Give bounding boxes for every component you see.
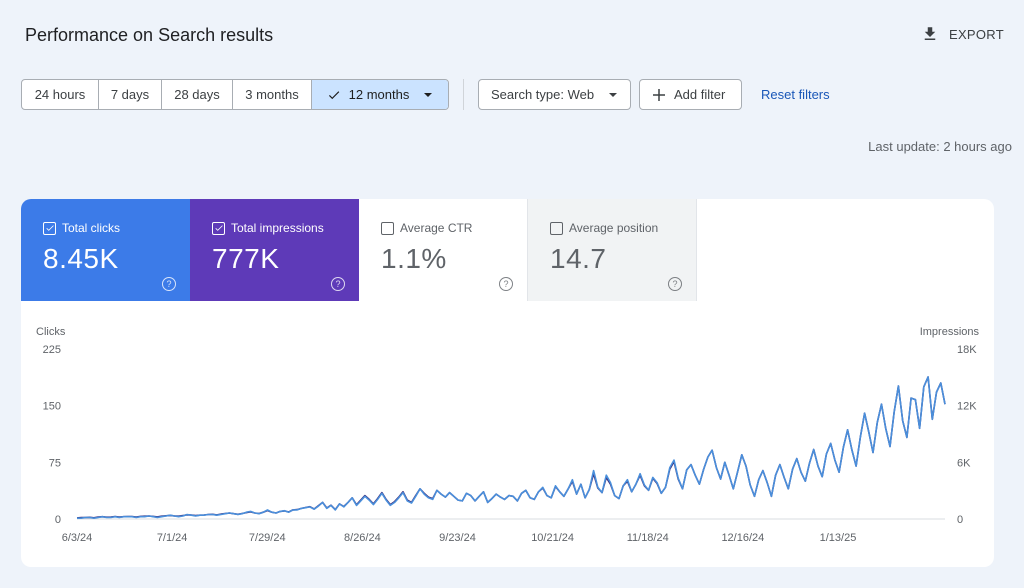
range-24-hours[interactable]: 24 hours	[22, 80, 99, 109]
checkbox-unchecked-icon[interactable]	[550, 221, 563, 235]
search-type-dropdown[interactable]: Search type: Web	[478, 79, 631, 110]
metric-label: Average position	[569, 221, 659, 235]
range-7-days[interactable]: 7 days	[99, 80, 162, 109]
help-icon[interactable]: ?	[331, 277, 345, 291]
metric-label: Average CTR	[400, 221, 473, 235]
metric-label: Total clicks	[62, 221, 121, 235]
impressions-series-line	[76, 376, 946, 519]
range-3-months[interactable]: 3 months	[233, 80, 312, 109]
dropdown-arrow-icon	[609, 92, 617, 97]
checkbox-checked-icon[interactable]	[212, 221, 225, 235]
x-tick-label: 8/26/24	[344, 532, 381, 544]
left-tick-label: 75	[49, 457, 61, 469]
range-12-months[interactable]: 12 months	[312, 80, 448, 109]
x-tick-label: 12/16/24	[721, 532, 764, 544]
metric-value: 1.1%	[381, 243, 447, 274]
toolbar-divider	[463, 79, 464, 110]
metric-total-impressions[interactable]: Total impressions 777K ?	[190, 199, 359, 301]
add-filter-button[interactable]: Add filter	[639, 79, 742, 110]
export-button[interactable]: EXPORT	[921, 25, 1004, 43]
x-tick-label: 7/1/24	[157, 532, 188, 544]
x-tick-label: 9/23/24	[439, 532, 476, 544]
help-icon[interactable]: ?	[668, 277, 682, 291]
metric-total-clicks[interactable]: Total clicks 8.45K ?	[21, 199, 190, 301]
download-icon	[924, 27, 936, 40]
help-icon[interactable]: ?	[499, 277, 513, 291]
metric-cards: Total clicks 8.45K ? Total impressions 7…	[21, 199, 994, 301]
add-filter-label: Add filter	[674, 87, 726, 102]
help-icon[interactable]: ?	[162, 277, 176, 291]
left-tick-label: 150	[43, 401, 61, 413]
page-title: Performance on Search results	[25, 25, 274, 45]
metric-average-position[interactable]: Average position 14.7 ?	[528, 199, 697, 301]
metric-value: 14.7	[550, 243, 607, 274]
check-icon	[328, 90, 339, 99]
metric-value: 8.45K	[43, 243, 119, 274]
export-label: EXPORT	[948, 26, 1004, 42]
clicks-series-line	[77, 376, 946, 519]
x-tick-label: 6/3/24	[62, 532, 93, 544]
range-28-days[interactable]: 28 days	[162, 80, 233, 109]
x-tick-label: 7/29/24	[249, 532, 286, 544]
left-tick-label: 0	[55, 514, 61, 526]
performance-chart: Clicks Impressions 225 150 75 0 18K 12K 6K 0 6/3…	[21, 301, 994, 567]
x-tick-label: 10/21/24	[531, 532, 574, 544]
x-tick-label: 1/13/25	[820, 532, 857, 544]
x-tick-label: 11/18/24	[627, 532, 669, 544]
left-tick-label: 225	[43, 344, 61, 356]
right-axis-label: Impressions	[920, 326, 980, 338]
left-axis-label: Clicks	[36, 326, 66, 338]
right-tick-label: 6K	[957, 457, 971, 469]
reset-filters-link[interactable]: Reset filters	[761, 87, 830, 102]
right-tick-label: 0	[957, 514, 963, 526]
metric-label: Total impressions	[231, 221, 324, 235]
dropdown-arrow-icon	[424, 92, 433, 97]
date-range-selector: 24 hours 7 days 28 days 3 months 12 mont…	[21, 79, 449, 110]
filter-toolbar: 24 hours 7 days 28 days 3 months 12 mont…	[21, 79, 830, 110]
metric-average-ctr[interactable]: Average CTR 1.1% ?	[359, 199, 528, 301]
range-12-months-label: 12 months	[348, 87, 410, 102]
search-type-label: Search type: Web	[491, 87, 595, 102]
performance-card: Total clicks 8.45K ? Total impressions 7…	[21, 199, 994, 567]
last-update-text: Last update: 2 hours ago	[868, 139, 1012, 154]
line-chart: Clicks Impressions 22515075018K12K6K06/3…	[36, 326, 980, 544]
right-tick-label: 18K	[957, 344, 977, 356]
metric-value: 777K	[212, 243, 280, 274]
checkbox-unchecked-icon[interactable]	[381, 221, 394, 235]
right-tick-label: 12K	[957, 401, 977, 413]
plus-icon	[653, 88, 665, 101]
checkbox-checked-icon[interactable]	[43, 221, 56, 235]
